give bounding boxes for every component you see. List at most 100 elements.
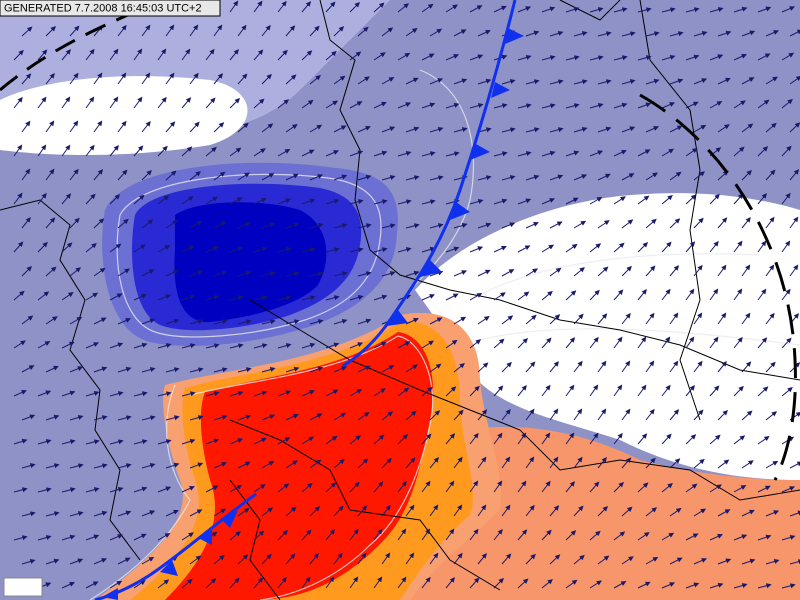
wind-arrow-head (163, 579, 170, 585)
wind-arrow-head (221, 270, 228, 276)
wind-arrow-head (763, 99, 770, 105)
wind-arrow-head (717, 7, 724, 12)
wind-arrow-head (43, 291, 50, 297)
wind-arrow-head (721, 217, 728, 223)
wind-arrow-head (41, 49, 48, 56)
wind-arrow-head (315, 459, 322, 465)
wind-arrow-head (578, 313, 584, 320)
wind-arrow-head (333, 342, 340, 348)
wind-arrow-head (357, 342, 364, 347)
wind-arrow-head (772, 460, 779, 466)
wind-arrow-head (425, 528, 431, 535)
wind-arrow-head (786, 145, 792, 152)
front-pip (222, 510, 238, 528)
wind-arrow-head (581, 174, 588, 179)
wind-arrow-head (644, 581, 651, 587)
wind-arrow-head (285, 390, 292, 396)
wind-arrow-head (673, 265, 680, 271)
wind-arrow (789, 511, 800, 517)
wind-arrow-head (691, 147, 698, 154)
wind-arrow-head (363, 411, 370, 418)
wind-arrow-head (27, 315, 34, 321)
wind-arrow-head (243, 507, 250, 514)
wind-arrow-head (377, 481, 384, 487)
wind-arrow-head (380, 101, 387, 107)
wind-arrow-head (233, 48, 239, 55)
wind-arrow-head (74, 25, 80, 32)
wind-arrow-head (601, 456, 607, 463)
wind-arrow-head (217, 24, 223, 31)
logo (3, 577, 43, 597)
wind-arrow-head (257, 0, 263, 7)
wind-arrow-head (533, 127, 540, 133)
wind-arrow-head (484, 269, 491, 275)
wind-arrow-head (117, 342, 124, 348)
wind-arrow-head (93, 534, 100, 540)
wind-arrow-head (473, 432, 479, 439)
wind-arrow-head (700, 508, 707, 514)
wind-arrow-head (90, 193, 96, 200)
wind-arrow-head (739, 435, 746, 441)
wind-arrow-head (594, 481, 600, 488)
front-pip (491, 82, 510, 98)
wind-arrow-head (121, 120, 127, 127)
wind-arrow-head (764, 485, 771, 491)
wind-arrow-head (506, 361, 512, 368)
wind-arrow-head (89, 48, 95, 55)
wind-arrow-head (329, 529, 336, 535)
wind-arrow-head (412, 364, 418, 370)
wind-arrow-head (77, 415, 84, 420)
wind-arrow-head (185, 97, 192, 103)
wind-arrow-head (697, 360, 703, 367)
wind-arrow-head (723, 459, 730, 465)
wind-arrow-head (433, 504, 439, 511)
wind-arrow-head (315, 75, 321, 81)
wind-arrow-head (389, 175, 396, 180)
wind-arrow-head (673, 360, 679, 367)
wind-arrow-head (699, 171, 706, 177)
wind-arrow-head (67, 292, 74, 298)
wind-arrow-head (413, 318, 419, 323)
wind-arrow-head (473, 528, 479, 535)
wind-arrow-head (361, 505, 368, 511)
wind-arrow-head (17, 144, 23, 151)
wind-arrow-head (451, 339, 458, 345)
wind-arrow-head (428, 340, 435, 346)
wind-arrow-head (457, 552, 463, 559)
wind-arrow-head (237, 390, 244, 396)
wind-arrow-head (245, 270, 252, 276)
wind-arrow-head (573, 6, 580, 12)
wind-arrow-head (629, 126, 636, 132)
wind-arrow-head (188, 532, 194, 538)
wind-arrow-head (357, 247, 364, 253)
wind-arrow-head (284, 148, 291, 154)
wind-arrow-head (101, 510, 108, 516)
wind-arrow-head (266, 553, 272, 560)
wind-arrow-head (161, 48, 167, 55)
wind-arrow-head (380, 388, 386, 394)
wind-arrow-head (530, 361, 536, 368)
wind-arrow-head (197, 462, 204, 468)
wind-arrow-head (401, 576, 407, 583)
wind-arrow-head (433, 552, 439, 559)
wind-arrow-head (92, 292, 99, 298)
wind-arrow-head (737, 240, 743, 247)
wind-arrow-head (769, 216, 775, 223)
wind-arrow-head (645, 7, 652, 13)
wind-arrow-head (449, 480, 455, 487)
wind-arrow-head (771, 411, 778, 417)
wind-arrow-head (789, 534, 796, 540)
wind-arrow-head (69, 439, 76, 445)
wind-arrow-head (409, 457, 416, 464)
hot-region (165, 332, 434, 600)
wind-arrow-head (195, 171, 201, 177)
wind-arrow-head (500, 5, 507, 11)
wind-arrow-head (546, 337, 552, 344)
wind-arrow-head (617, 432, 623, 439)
wind-arrow-head (141, 342, 148, 348)
wind-arrow-head (525, 151, 532, 157)
wind-arrow-head (381, 247, 388, 253)
wind-arrow-head (355, 435, 362, 441)
contour (189, 335, 434, 600)
wind-arrow-head (653, 126, 659, 131)
